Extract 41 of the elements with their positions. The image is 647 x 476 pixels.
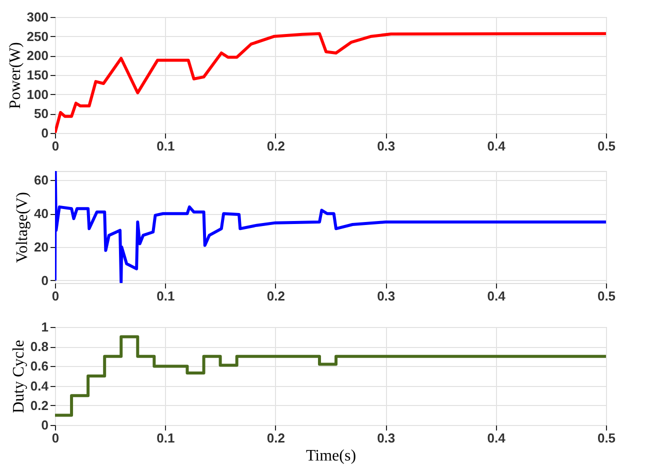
x-tick-label: 0.3 <box>377 288 396 304</box>
x-tick-label: 0 <box>52 288 60 304</box>
x-tick-label: 0.3 <box>377 430 396 446</box>
x-tick-label: 0.5 <box>597 288 616 304</box>
y-tick-label: 0 <box>41 126 48 140</box>
y-tick-label: 1 <box>41 320 48 334</box>
x-tick-label: 0.5 <box>597 138 616 154</box>
y-tick-label: 40 <box>34 206 48 222</box>
y-tick-label: 250 <box>26 28 48 44</box>
x-tick-label: 0.2 <box>266 430 285 446</box>
x-tick-label: 0.1 <box>156 138 175 154</box>
x-tick-label: 0.1 <box>156 430 175 446</box>
x-tick-label: 0 <box>52 430 60 446</box>
x-axis-title: Time(s) <box>306 448 356 464</box>
x-tick-label: 0.2 <box>266 138 285 154</box>
y-axis-title: Voltage(V) <box>14 192 32 263</box>
x-tick-label: 0.4 <box>487 138 506 154</box>
x-tick-label: 0.2 <box>266 288 285 304</box>
y-tick-label: 200 <box>26 48 48 64</box>
y-tick-label: 0.6 <box>30 358 48 374</box>
y-tick-label: 0 <box>41 272 48 288</box>
y-axis-title: Power(W) <box>6 42 24 109</box>
y-tick-label: 300 <box>26 10 48 24</box>
x-tick-label: 0.4 <box>487 288 506 304</box>
line-series <box>55 171 606 283</box>
y-tick-label: 50 <box>34 106 48 122</box>
y-tick-label: 0.2 <box>30 398 48 413</box>
y-tick-label: 0.8 <box>30 339 48 354</box>
y-tick-label: 20 <box>34 240 48 255</box>
x-tick-label: 0.4 <box>487 430 506 446</box>
x-tick-label: 0 <box>52 138 60 154</box>
y-tick-label: 60 <box>34 172 48 188</box>
y-tick-label: 100 <box>26 86 48 102</box>
y-tick-label: 0 <box>41 418 48 432</box>
y-axis-title: Duty Cycle <box>10 340 28 414</box>
x-tick-label: 0.5 <box>597 430 616 446</box>
line-series <box>55 32 606 133</box>
x-tick-label: 0.1 <box>156 288 175 304</box>
x-tick-label: 0.3 <box>377 138 396 154</box>
y-tick-label: 150 <box>26 68 48 82</box>
y-tick-label: 0.4 <box>30 378 50 394</box>
